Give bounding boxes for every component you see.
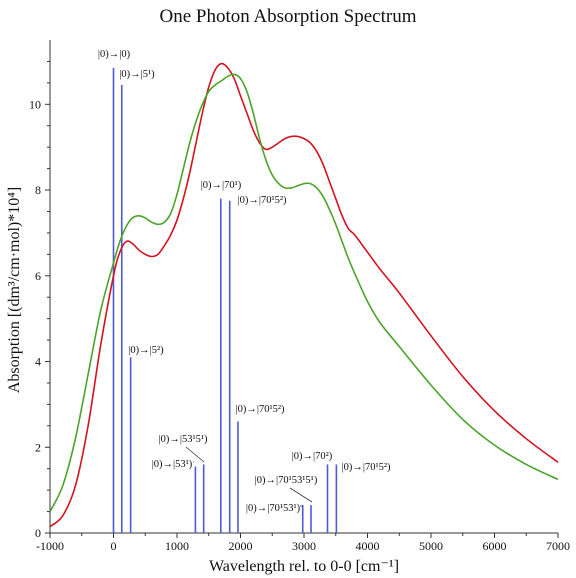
x-axis-label: Wavelength rel. to 0-0 [cm⁻¹]	[209, 558, 399, 575]
chart-title: One Photon Absorption Spectrum	[159, 6, 416, 27]
peak-label-leader	[185, 446, 205, 463]
x-tick-label: -1000	[36, 539, 64, 553]
y-tick-label: 10	[29, 97, 41, 111]
y-tick-label: 6	[35, 269, 41, 283]
stick-spectrum	[112, 67, 338, 533]
peak-label: |0)→|70¹5²)	[342, 462, 391, 473]
green-series-line	[49, 73, 559, 512]
x-tick-label: 1000	[165, 539, 189, 553]
x-tick-label: 0	[111, 539, 117, 553]
x-tick-label: 3000	[292, 539, 316, 553]
peak-label: |0)→|70¹5²)	[238, 195, 287, 206]
x-tick-label: 6000	[483, 539, 507, 553]
y-tick-label: 8	[35, 183, 41, 197]
peak-label: |0)→|5¹)	[119, 69, 155, 80]
peak-label: |0)→|53¹)	[152, 459, 193, 470]
x-tick-label: 4000	[356, 539, 380, 553]
peak-label: |0)→|5²)	[128, 345, 164, 356]
red-series-line	[49, 62, 559, 528]
peak-label-leader	[289, 487, 313, 503]
x-tick-label: 7000	[546, 539, 570, 553]
x-tick-label: 2000	[229, 539, 253, 553]
y-tick-label: 0	[35, 526, 41, 540]
peak-label: |0)→|70²)	[292, 451, 333, 462]
peak-labels: |0)→|0) |0)→|5¹) |0)→|5²) |0)→|53¹) |0)→|53¹…	[98, 49, 391, 514]
peak-label: |0)→|70¹53¹5¹)	[255, 475, 318, 486]
spectrum-curves	[49, 62, 559, 528]
peak-label: |0)→|53¹5¹)	[159, 434, 208, 445]
y-tick-label: 2	[35, 440, 41, 454]
y-tick-label: 4	[35, 355, 41, 369]
peak-label: |0)→|70¹5²)	[236, 404, 285, 415]
y-axis-label: Absorption [(dm³/cm·mol)*10⁴]	[6, 187, 23, 393]
peak-label: |0)→|70¹53¹)	[246, 503, 301, 514]
x-tick-label: 5000	[419, 539, 443, 553]
axes: -1000 0 1000 2000 3000 4000 5000 6000 7000024681…	[29, 40, 570, 553]
peak-label: |0)→|70¹)	[201, 180, 242, 191]
peak-label: |0)→|0)	[98, 49, 131, 60]
